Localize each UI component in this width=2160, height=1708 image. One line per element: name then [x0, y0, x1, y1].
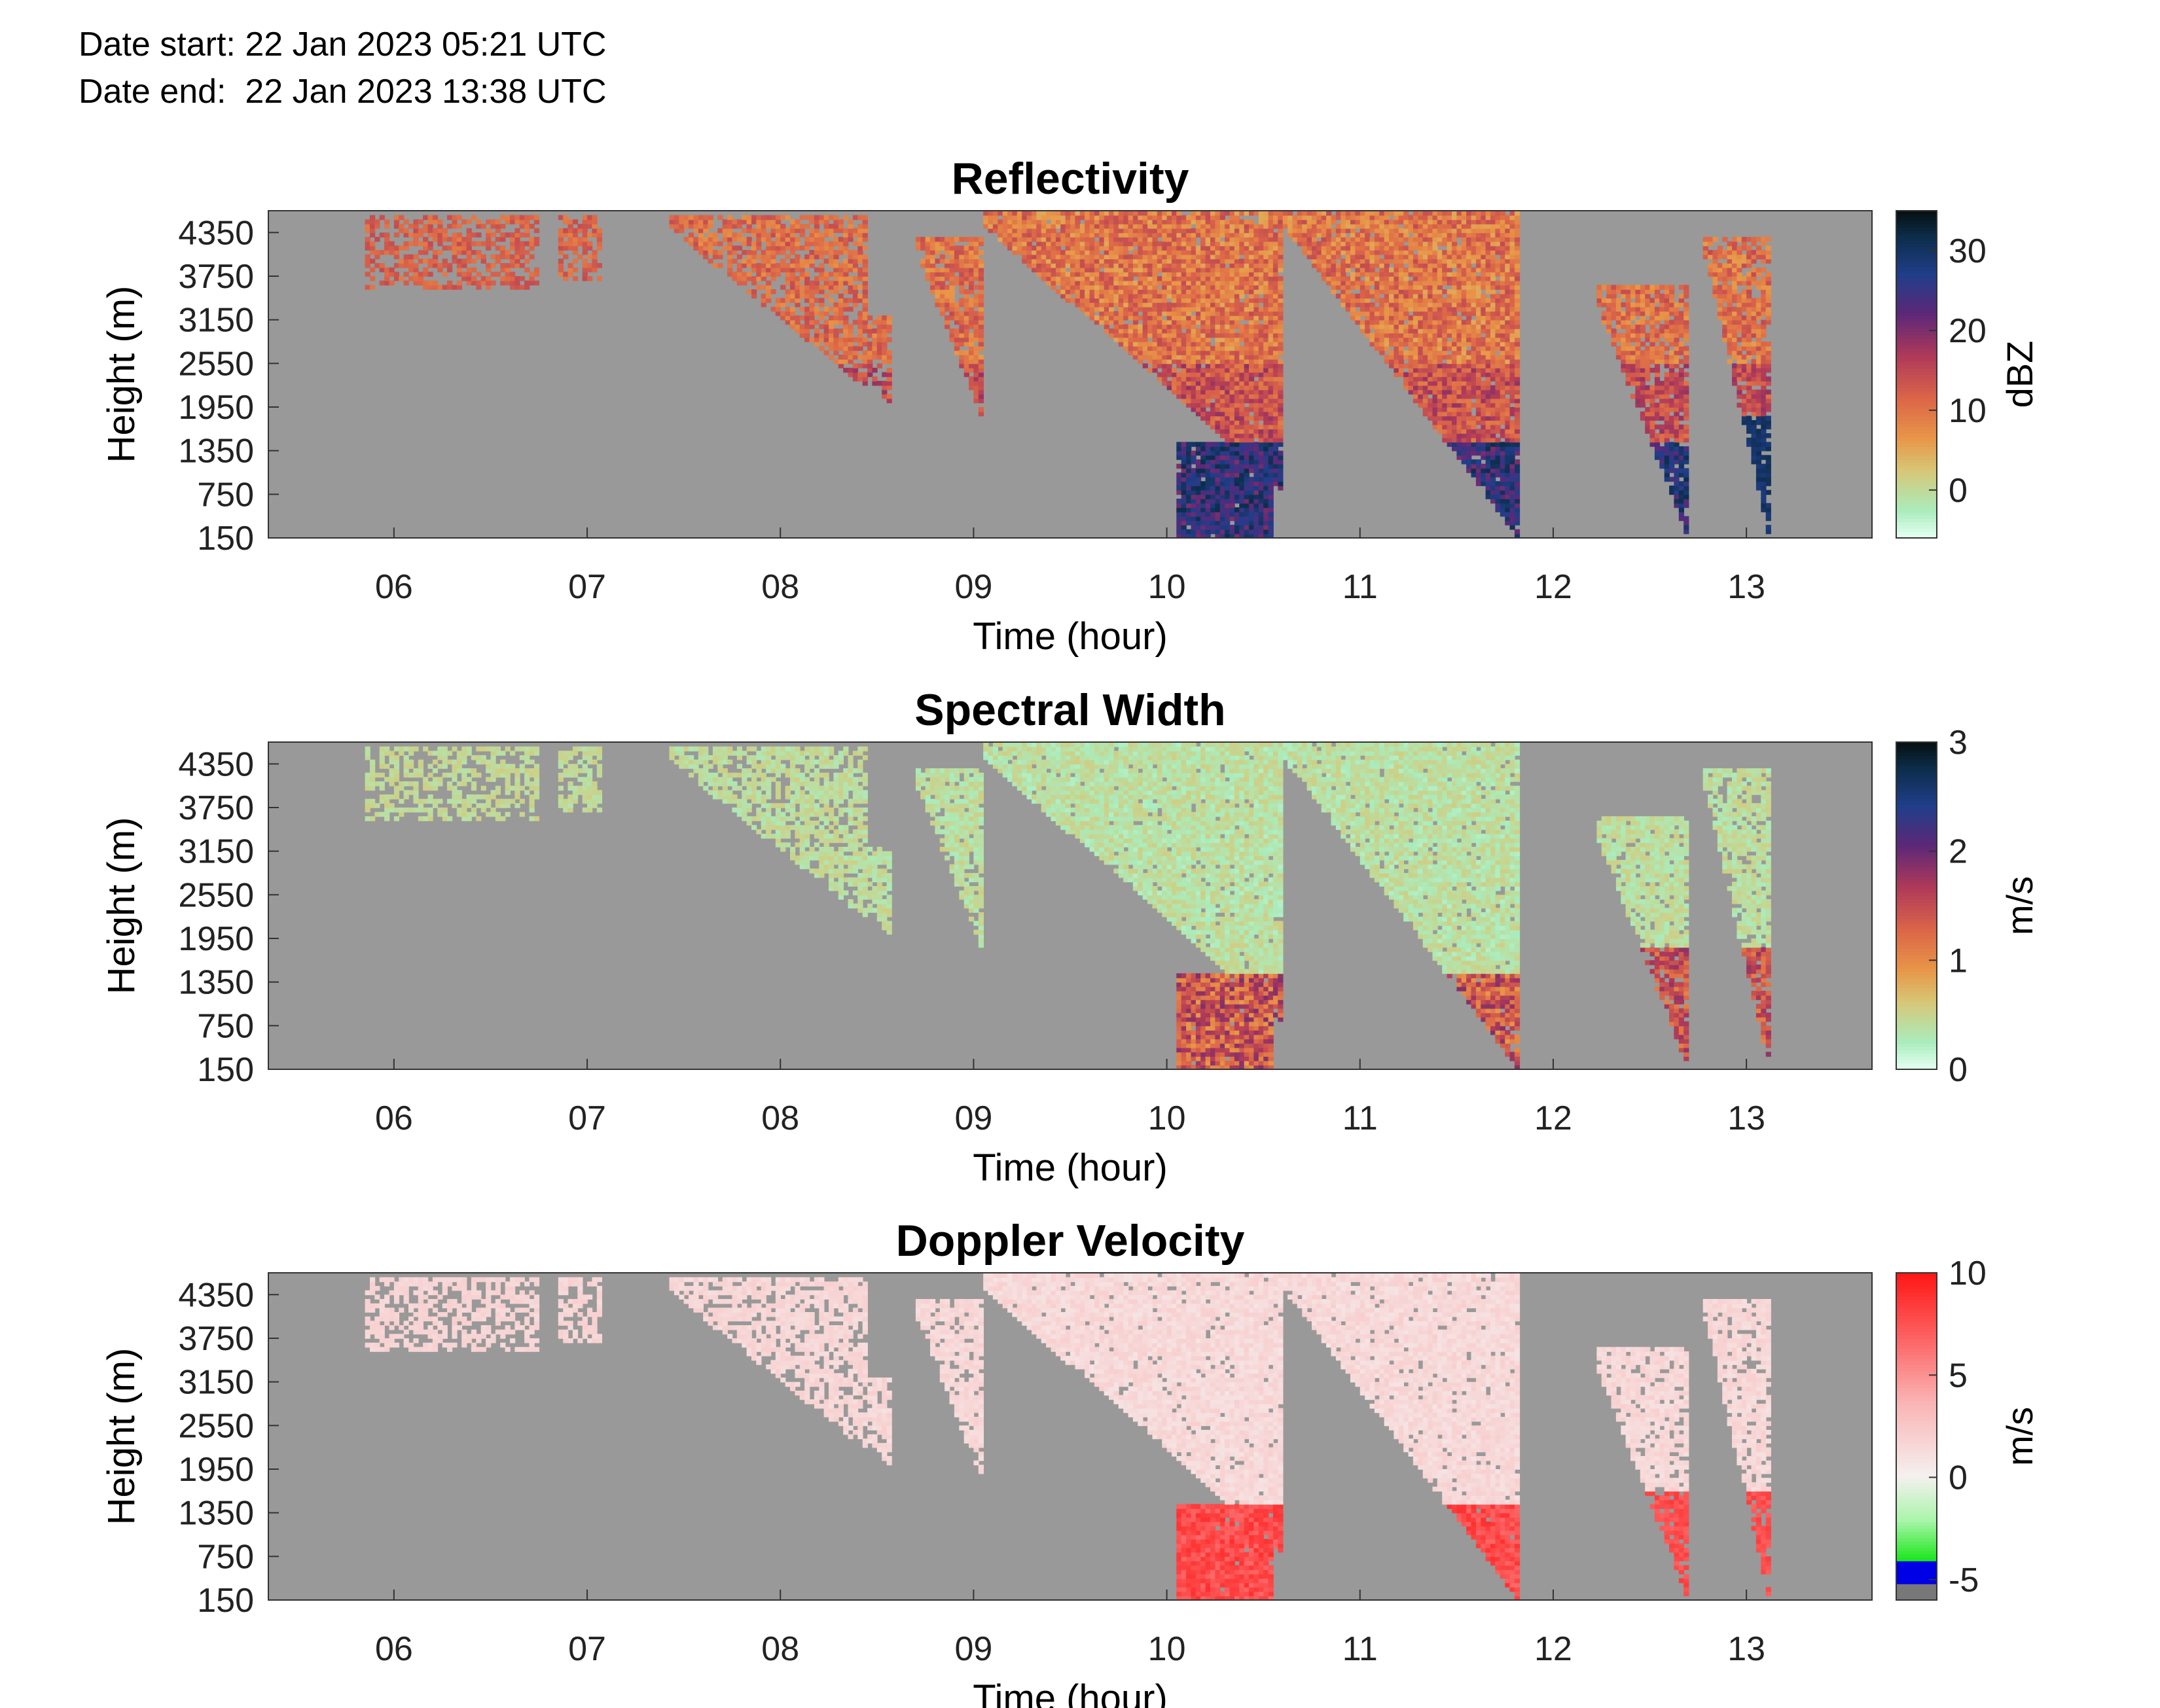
colorbar: 3 2 1 0 m/s — [1896, 724, 2040, 1089]
x-tick-label: 07 — [568, 568, 606, 606]
colorbar-tick-label: 10 — [1949, 1254, 1987, 1292]
panel-0: Reflectivity 4350 3750 3150 2550 1950 1350 750 1… — [100, 154, 2040, 658]
colorbar-tick-label: 5 — [1949, 1357, 1968, 1395]
colorbar-tick-label: 1 — [1949, 942, 1968, 980]
x-tick-label: 07 — [568, 1099, 606, 1137]
x-tick-label: 08 — [761, 568, 799, 606]
x-tick-label: 07 — [568, 1630, 606, 1668]
colorbar-tick-label: 0 — [1949, 1459, 1968, 1497]
y-tick-label: 4350 — [178, 745, 254, 783]
colorbar-tick-label: -5 — [1949, 1561, 1979, 1599]
x-tick-label: 12 — [1534, 568, 1572, 606]
colorbar-label: m/s — [1999, 1407, 2040, 1466]
y-tick-label: 3150 — [178, 833, 254, 871]
y-tick-label: 150 — [197, 1582, 254, 1620]
y-tick-label: 750 — [197, 1007, 254, 1045]
colorbar-label: dBZ — [1999, 341, 2040, 408]
x-tick-label: 10 — [1148, 568, 1186, 606]
y-tick-label: 1350 — [178, 964, 254, 1002]
x-axis-label: Time (hour) — [973, 1677, 1168, 1708]
y-tick-label: 3750 — [178, 789, 254, 827]
y-tick-label: 2550 — [178, 1407, 254, 1445]
x-tick-label: 06 — [375, 1630, 413, 1668]
y-tick-label: 1950 — [178, 389, 254, 427]
x-tick-label: 08 — [761, 1099, 799, 1137]
radar-figure: Reflectivity4350375031502550195013507501… — [0, 0, 2160, 1708]
figure: Date start: 22 Jan 2023 05:21 UTC Date e… — [0, 0, 2160, 1708]
colorbar-tick-label: 30 — [1949, 232, 1987, 270]
x-tick-label: 13 — [1727, 1099, 1765, 1137]
colorbar-tick-label: 10 — [1949, 392, 1987, 430]
colorbar-tick-label: 0 — [1949, 472, 1968, 510]
x-tick-label: 11 — [1342, 568, 1378, 606]
x-tick-label: 09 — [954, 1099, 992, 1137]
x-tick-label: 06 — [375, 1099, 413, 1137]
x-tick-label: 09 — [954, 1630, 992, 1668]
x-tick-label: 06 — [375, 568, 413, 606]
y-tick-label: 1950 — [178, 1451, 254, 1489]
colorbar-tick-label: 3 — [1949, 724, 1968, 762]
colorbar-tick-label: 0 — [1949, 1051, 1968, 1089]
y-tick-label: 3750 — [178, 1320, 254, 1358]
x-tick-label: 13 — [1727, 568, 1765, 606]
y-tick-label: 150 — [197, 520, 254, 558]
colorbar: 10 5 0 -5 m/s — [1896, 1254, 2040, 1601]
y-tick-label: 1350 — [178, 1495, 254, 1533]
panel-2: Doppler Velocity435037503150255019501350… — [100, 1216, 2040, 1708]
colorbar-tick-label: 2 — [1949, 833, 1968, 871]
x-tick-label: 08 — [761, 1630, 799, 1668]
y-tick-label: 3150 — [178, 1364, 254, 1402]
y-tick-label: 1350 — [178, 433, 254, 471]
x-tick-label: 10 — [1148, 1630, 1186, 1668]
y-tick-label: 150 — [197, 1051, 254, 1089]
x-tick-label: 11 — [1342, 1630, 1378, 1668]
colorbar: 30 20 10 0 dBZ — [1896, 211, 2040, 539]
y-tick-label: 750 — [197, 476, 254, 514]
y-tick-label: 4350 — [178, 1276, 254, 1314]
colorbar-label: m/s — [1999, 876, 2040, 935]
y-tick-label: 2550 — [178, 345, 254, 383]
y-tick-label: 3150 — [178, 302, 254, 340]
y-tick-label: 1950 — [178, 920, 254, 958]
y-tick-label: 4350 — [178, 214, 254, 252]
y-axis-label: Height (m) — [100, 286, 143, 463]
x-tick-label: 12 — [1534, 1099, 1572, 1137]
panel-title: Doppler Velocity — [896, 1216, 1245, 1266]
colorbar-tick-label: 20 — [1949, 312, 1987, 350]
x-tick-label: 13 — [1727, 1630, 1765, 1668]
panel-title: Reflectivity — [952, 154, 1189, 204]
y-axis-label: Height (m) — [100, 817, 143, 995]
panel-1: Spectral Width43503750315025501950135075… — [100, 685, 2040, 1189]
y-tick-label: 750 — [197, 1538, 254, 1576]
x-axis-label: Time (hour) — [973, 615, 1168, 658]
x-tick-label: 11 — [1342, 1099, 1378, 1137]
x-tick-label: 09 — [954, 568, 992, 606]
x-axis-label: Time (hour) — [973, 1147, 1168, 1189]
y-axis-label: Height (m) — [100, 1348, 143, 1525]
y-tick-label: 3750 — [178, 258, 254, 296]
x-tick-label: 10 — [1148, 1099, 1186, 1137]
panel-title: Spectral Width — [914, 685, 1225, 735]
y-tick-label: 2550 — [178, 876, 254, 914]
x-tick-label: 12 — [1534, 1630, 1572, 1668]
